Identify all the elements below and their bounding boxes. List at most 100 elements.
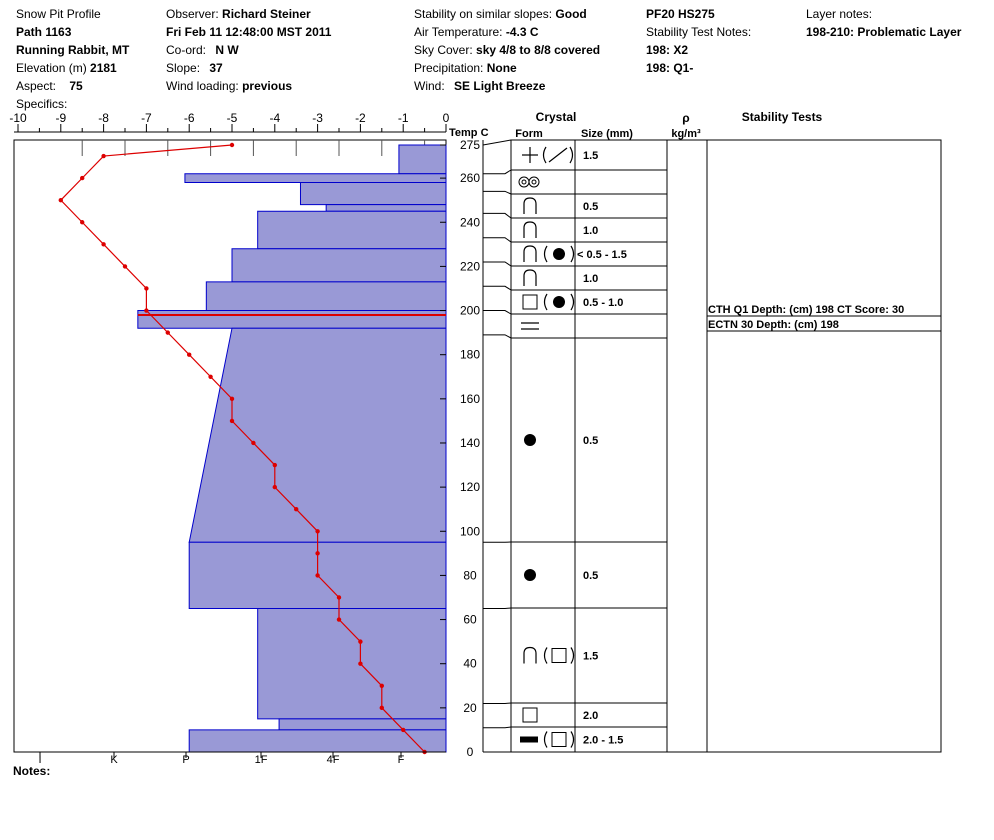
crystal-size: 1.0	[583, 225, 598, 237]
air-temp-row: Air Temperature: -4.3 C	[414, 25, 539, 39]
hardness-layer	[137, 310, 447, 329]
observer-label: Observer:	[166, 7, 219, 21]
paren-open-icon	[543, 647, 548, 664]
wind-loading-row: Wind loading: previous	[166, 79, 292, 93]
size-header: Size (mm)	[581, 128, 633, 140]
observer-value: Richard Steiner	[222, 7, 311, 21]
temperature-point	[294, 507, 299, 512]
crystal-size: 1.5	[583, 651, 598, 663]
temperature-tick-label: -2	[355, 111, 366, 125]
precip-value: None	[486, 61, 517, 75]
temperature-point	[315, 551, 320, 556]
air-temp-value: -4.3 C	[505, 25, 539, 39]
paren-close-icon	[570, 731, 575, 748]
layer-link-line	[483, 169, 512, 175]
temperature-tick-label: -7	[141, 111, 152, 125]
stability-note-2: 198: Q1-	[646, 61, 694, 75]
pit-title: Snow Pit Profile	[16, 7, 101, 21]
paren-close-icon	[569, 146, 574, 164]
height-tick-label: 275	[460, 138, 480, 152]
temperature-point	[144, 286, 149, 291]
temperature-tick-label: -9	[55, 111, 66, 125]
temperature-point	[379, 705, 384, 711]
temperature-point	[272, 462, 277, 468]
temperature-tick-label: -4	[269, 111, 280, 125]
temperature-point	[101, 153, 106, 159]
wind-label: Wind:	[414, 79, 445, 93]
height-tick-label: 260	[460, 171, 480, 185]
hardness-layer	[398, 144, 447, 175]
paren-close-icon	[570, 647, 575, 664]
temperature-point	[315, 573, 320, 578]
hardness-tick-label: P	[182, 754, 189, 766]
layer-link-line	[483, 726, 512, 729]
temperature-point	[58, 197, 63, 203]
stability-column	[706, 139, 942, 753]
hardness-layer	[205, 281, 447, 312]
stability-label: Stability on similar slopes:	[414, 7, 553, 21]
temperature-point	[122, 264, 128, 269]
stability-value: Good	[555, 7, 587, 21]
height-tick-label: 140	[460, 436, 480, 450]
layer-notes-label: Layer notes:	[806, 7, 873, 21]
ice-crust-icon	[521, 322, 539, 330]
paren-close-icon	[570, 245, 575, 263]
pf-hs: PF20 HS275	[646, 7, 715, 21]
stability-tests-header: Stability Tests	[742, 110, 823, 124]
aspect-value: 75	[69, 79, 83, 93]
aspect-row: Aspect: 75	[16, 79, 83, 93]
temperature-point	[101, 242, 106, 247]
precip-row: Precipitation: None	[414, 61, 517, 75]
slash-icon	[548, 147, 568, 163]
depth-hoar-icon	[523, 221, 537, 238]
temperature-point	[358, 661, 363, 666]
hardness-layer	[231, 248, 447, 283]
layer-link-line	[483, 285, 512, 291]
depth-hoar-icon	[523, 269, 537, 286]
layer-link-line	[483, 237, 512, 243]
temperature-point	[315, 529, 320, 534]
hardness-layer	[257, 210, 447, 250]
height-tick-label: 200	[460, 304, 480, 318]
hardness-tick-label: 1F	[255, 754, 268, 766]
crystal-size: 1.0	[583, 273, 598, 285]
wind-value: SE Light Breeze	[454, 79, 546, 93]
paren-open-icon	[543, 245, 548, 263]
hardness-tick-label: I	[38, 754, 41, 766]
observation-datetime: Fri Feb 11 12:48:00 MST 2011	[166, 25, 332, 39]
slope-label: Slope:	[166, 61, 201, 75]
hardness-layer	[278, 718, 447, 731]
crystal-header: Crystal	[536, 110, 577, 124]
temperature-point	[272, 484, 277, 490]
temperature-point	[229, 396, 235, 402]
paren-open-icon	[543, 731, 548, 748]
hardness-layer	[299, 182, 447, 206]
temperature-tick-label: -5	[227, 111, 238, 125]
temperature-point	[336, 595, 342, 600]
depth-hoar-icon	[523, 245, 537, 262]
notes-label: Notes:	[13, 764, 51, 778]
hardness-layer	[184, 173, 447, 184]
density-column	[666, 139, 708, 753]
temperature-point	[401, 727, 406, 733]
rounded-icon	[524, 569, 536, 581]
wind-loading-value: previous	[242, 79, 293, 93]
temperature-point	[379, 683, 384, 688]
temperature-tick-label: -6	[184, 111, 195, 125]
specifics-label: Specifics:	[16, 97, 68, 111]
temperature-tick-label: -3	[312, 111, 323, 125]
path-name: Path 1163	[16, 25, 72, 39]
coord-label: Co-ord:	[166, 43, 207, 57]
wind-row: Wind: SE Light Breeze	[414, 79, 545, 93]
temperature-point	[187, 352, 192, 357]
depth-hoar-icon	[523, 646, 537, 664]
stability-result: CTH Q1 Depth: (cm) 198 CT Score: 30	[708, 304, 904, 316]
hardness-layer	[257, 608, 447, 720]
hardness-tick-label: 4F	[327, 754, 340, 766]
height-tick-label: 40	[463, 657, 477, 671]
crystal-size: 0.5 - 1.0	[583, 297, 623, 309]
melt-crust-icon	[520, 736, 538, 743]
temperature-point	[208, 374, 213, 379]
air-temp-label: Air Temperature:	[414, 25, 503, 39]
hardness-tick-label: K	[110, 754, 118, 766]
